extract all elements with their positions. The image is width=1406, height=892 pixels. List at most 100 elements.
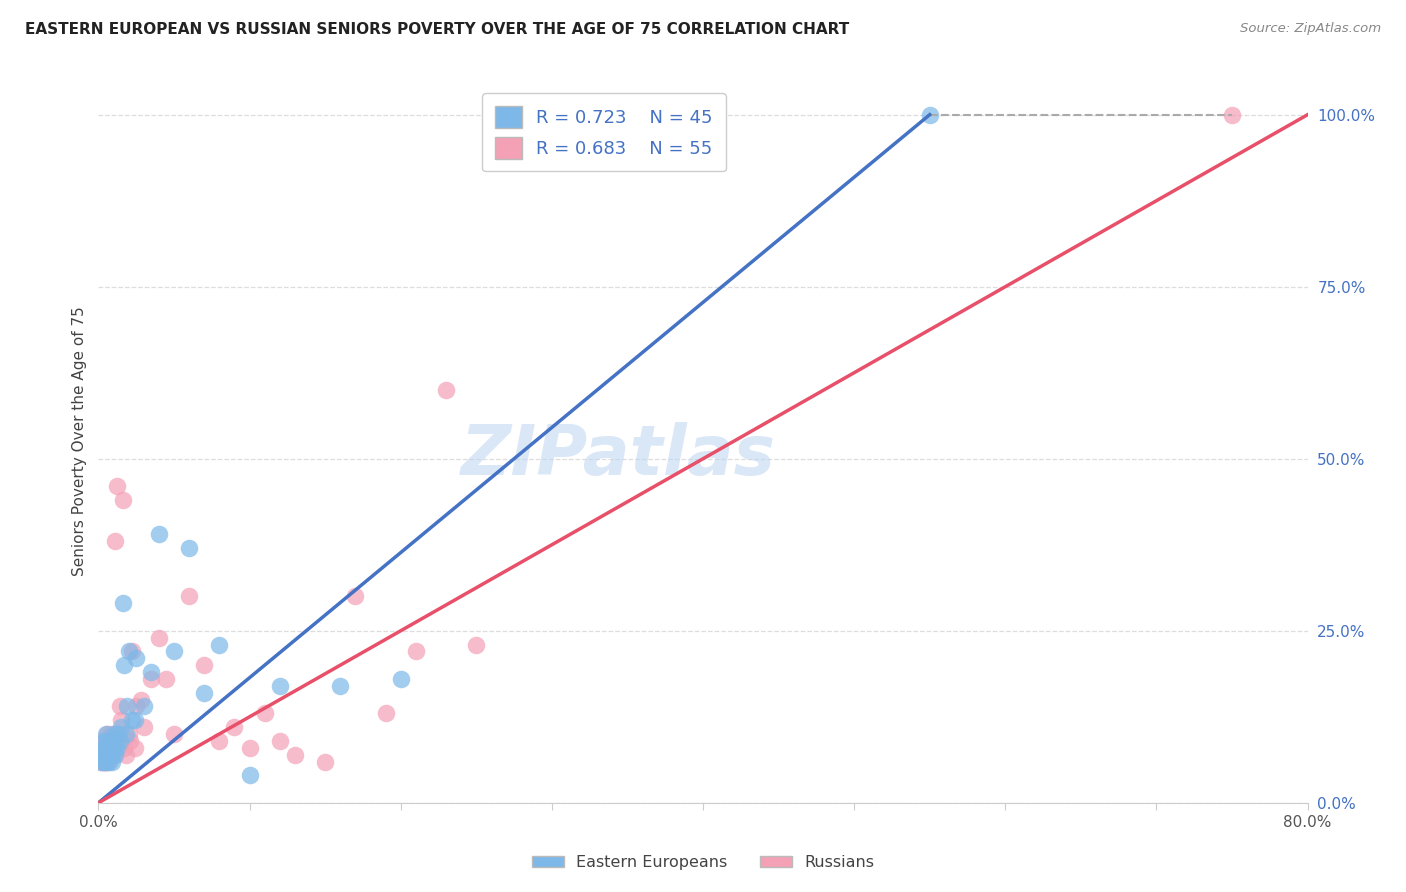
Point [105,479,128,493]
Point [96,734,118,748]
Point [434,383,457,397]
Point [90,755,112,769]
Point [100,734,122,748]
Point [93,734,115,748]
Point [120,734,142,748]
Point [329,679,352,693]
Point [94,755,117,769]
Point [93,747,115,762]
Point [96,755,118,769]
Point [1220,108,1243,122]
Point [96,747,118,762]
Point [118,727,141,741]
Point [98,747,121,762]
Point [239,740,262,755]
Text: EASTERN EUROPEAN VS RUSSIAN SENIORS POVERTY OVER THE AGE OF 75 CORRELATION CHART: EASTERN EUROPEAN VS RUSSIAN SENIORS POVE… [25,22,849,37]
Point [107,727,129,741]
Text: Source: ZipAtlas.com: Source: ZipAtlas.com [1240,22,1381,36]
Point [179,541,201,556]
Point [124,740,146,755]
Point [90,747,112,762]
Point [93,755,115,769]
Point [100,727,122,741]
Point [110,720,132,734]
Point [132,699,155,714]
Point [111,493,134,508]
Point [121,713,143,727]
Point [344,590,367,604]
Point [239,768,262,782]
Point [918,108,941,122]
Point [98,755,121,769]
Point [314,755,336,769]
Point [208,638,231,652]
Point [193,686,215,700]
Point [112,658,135,673]
Point [93,755,115,769]
Point [103,740,125,755]
Point [103,734,125,748]
Point [91,747,114,762]
Legend: R = 0.723    N = 45, R = 0.683    N = 55: R = 0.723 N = 45, R = 0.683 N = 55 [482,93,725,171]
Point [224,720,246,734]
Y-axis label: Seniors Poverty Over the Age of 75: Seniors Poverty Over the Age of 75 [72,307,87,576]
Point [101,747,124,762]
Point [105,740,128,755]
Point [163,727,186,741]
Point [148,631,170,645]
Point [125,699,148,714]
Point [98,734,121,748]
Point [104,747,127,762]
Point [101,734,124,748]
Point [179,590,201,604]
Point [91,755,114,769]
Point [93,747,115,762]
Point [141,672,163,686]
Point [101,755,124,769]
Point [141,665,163,679]
Point [208,734,231,748]
Point [104,534,127,549]
Point [98,740,121,755]
Point [269,734,291,748]
Point [155,672,177,686]
Point [100,747,122,762]
Point [115,699,138,714]
Point [94,727,117,741]
Point [96,747,118,762]
Point [125,651,148,665]
Point [111,596,134,610]
Point [91,740,114,755]
Point [108,699,131,714]
Point [94,747,117,762]
Point [103,727,125,741]
Point [104,734,127,748]
Point [389,672,412,686]
Point [110,713,132,727]
Point [284,747,307,762]
Legend: Eastern Europeans, Russians: Eastern Europeans, Russians [526,849,880,877]
Point [121,644,143,658]
Point [94,740,117,755]
Point [132,720,155,734]
Point [114,747,136,762]
Point [101,747,124,762]
Point [374,706,396,721]
Point [94,740,117,755]
Point [405,644,427,658]
Point [90,755,112,769]
Point [94,755,117,769]
Point [108,734,131,748]
Point [253,706,276,721]
Point [193,658,215,673]
Point [114,727,136,741]
Point [269,679,291,693]
Point [100,747,122,762]
Point [112,740,135,755]
Point [124,713,146,727]
Point [118,644,141,658]
Point [107,727,129,741]
Point [93,734,115,748]
Point [103,747,125,762]
Point [129,692,152,706]
